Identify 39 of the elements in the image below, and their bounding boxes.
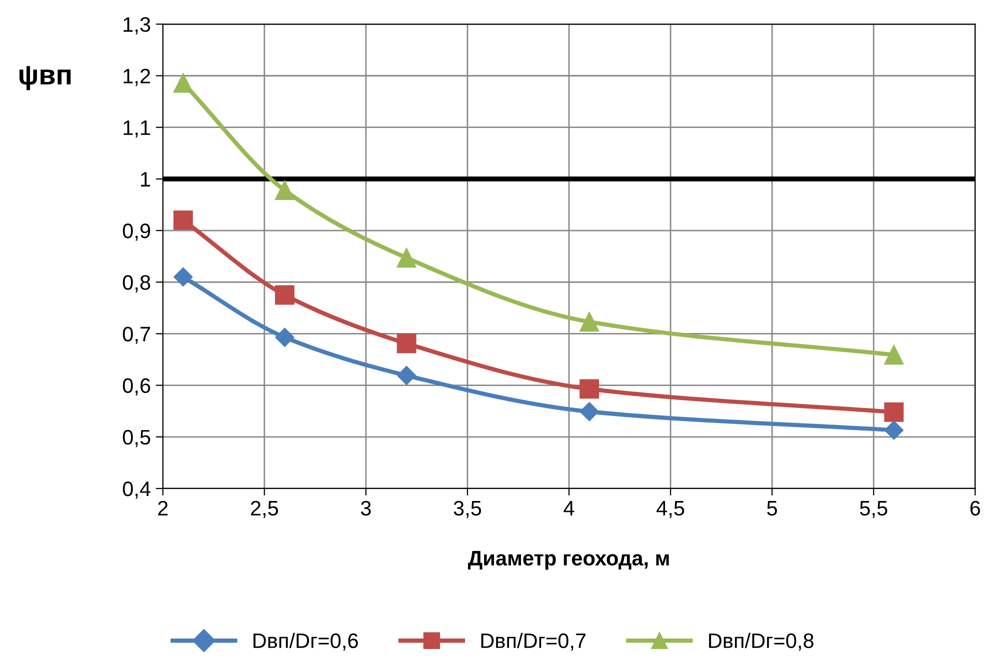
point (275, 328, 294, 347)
x-tick-label: 3,5 (454, 500, 482, 518)
y-tick-label: 0,9 (122, 224, 150, 241)
point (580, 379, 600, 399)
y-tick-label: 1,2 (124, 68, 150, 86)
x-tick-label: 5,5 (860, 501, 888, 518)
y-tick-label: 0,6 (122, 378, 150, 396)
point (173, 210, 193, 230)
point (274, 180, 294, 200)
y-tick-label: 1,3 (124, 17, 150, 34)
x-tick-label: 6 (970, 500, 980, 516)
x-tick-label: 4,5 (656, 501, 684, 518)
x-tick-label: 5 (767, 501, 777, 516)
x-tick-label: 2,5 (250, 500, 278, 518)
point (274, 285, 294, 305)
legend-label: Dвп/Dг=0,8 (709, 632, 814, 651)
point (580, 312, 600, 332)
y-axis-title: ψвп (20, 66, 71, 90)
point (580, 402, 599, 422)
point (396, 334, 416, 354)
y-tick-label: 0,5 (122, 430, 150, 448)
x-tick-label: 4 (564, 501, 574, 516)
point (174, 267, 193, 286)
y-tick-label: 1 (141, 172, 150, 186)
point (396, 248, 416, 268)
point (884, 345, 904, 365)
y-tick-label: 0,4 (122, 481, 150, 499)
legend-label: Dвп/Dг=0,7 (481, 632, 586, 651)
point (173, 73, 193, 93)
x-tick-label: 3 (360, 500, 371, 516)
point (397, 366, 416, 386)
point (884, 420, 904, 440)
x-tick-label: 2 (158, 500, 168, 516)
point (884, 402, 904, 422)
legend-label: Dвп/Dг=0,6 (254, 632, 358, 651)
y-tick-label: 1,1 (124, 120, 150, 138)
y-tick-label: 0,8 (122, 275, 150, 292)
x-axis-title: Диаметр геохода, м (468, 551, 669, 570)
y-tick-label: 0,7 (122, 326, 150, 344)
